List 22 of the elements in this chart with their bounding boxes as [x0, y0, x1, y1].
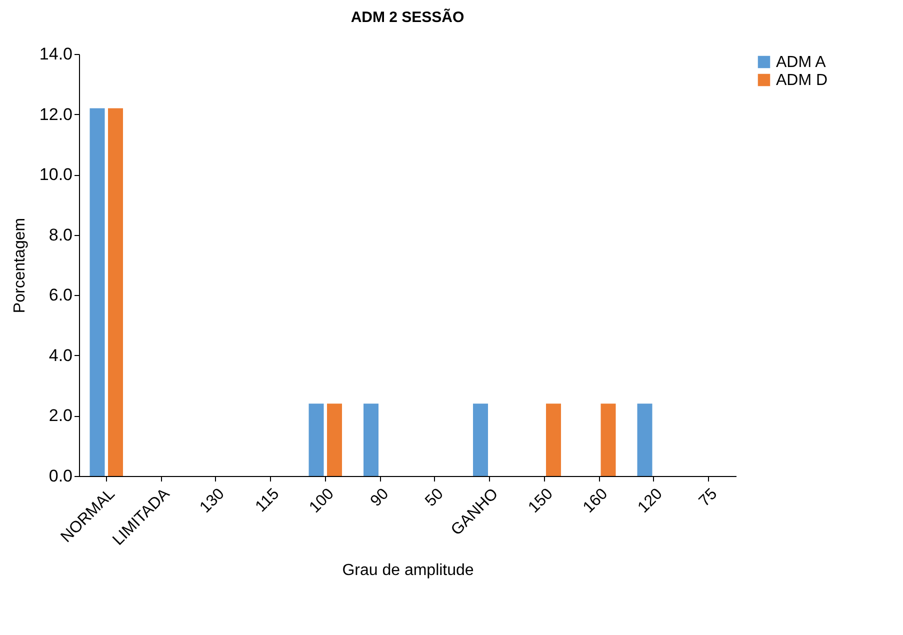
chart-title: ADM 2 SESSÃO: [350, 8, 465, 26]
x-tick-label: 130: [196, 485, 228, 516]
y-tick-label: 10.0: [39, 165, 72, 184]
y-tick-label: 0.0: [48, 466, 72, 486]
x-tick-label: 120: [634, 485, 666, 516]
legend-label: ADM D: [776, 72, 828, 89]
y-tick-label: 14.0: [39, 44, 72, 64]
x-tick-label: 50: [422, 485, 447, 510]
x-tick-label: 90: [368, 485, 392, 510]
y-tick-label: 6.0: [48, 286, 72, 305]
y-tick-label: 12.0: [39, 104, 72, 124]
y-axis-title: Porcentagem: [11, 218, 28, 314]
x-tick-label: 150: [525, 485, 556, 516]
x-axis-title: Grau de amplitude: [342, 562, 474, 580]
x-tick-label: 75: [696, 485, 721, 510]
x-tick-label: 115: [252, 485, 283, 516]
x-tick-label: 160: [580, 485, 612, 516]
legend-label: ADM A: [776, 54, 826, 71]
y-tick-label: 4.0: [48, 346, 72, 365]
y-tick-label: 2.0: [48, 406, 72, 426]
y-tick-label: 8.0: [48, 225, 72, 244]
x-tick-label: 100: [306, 485, 338, 516]
